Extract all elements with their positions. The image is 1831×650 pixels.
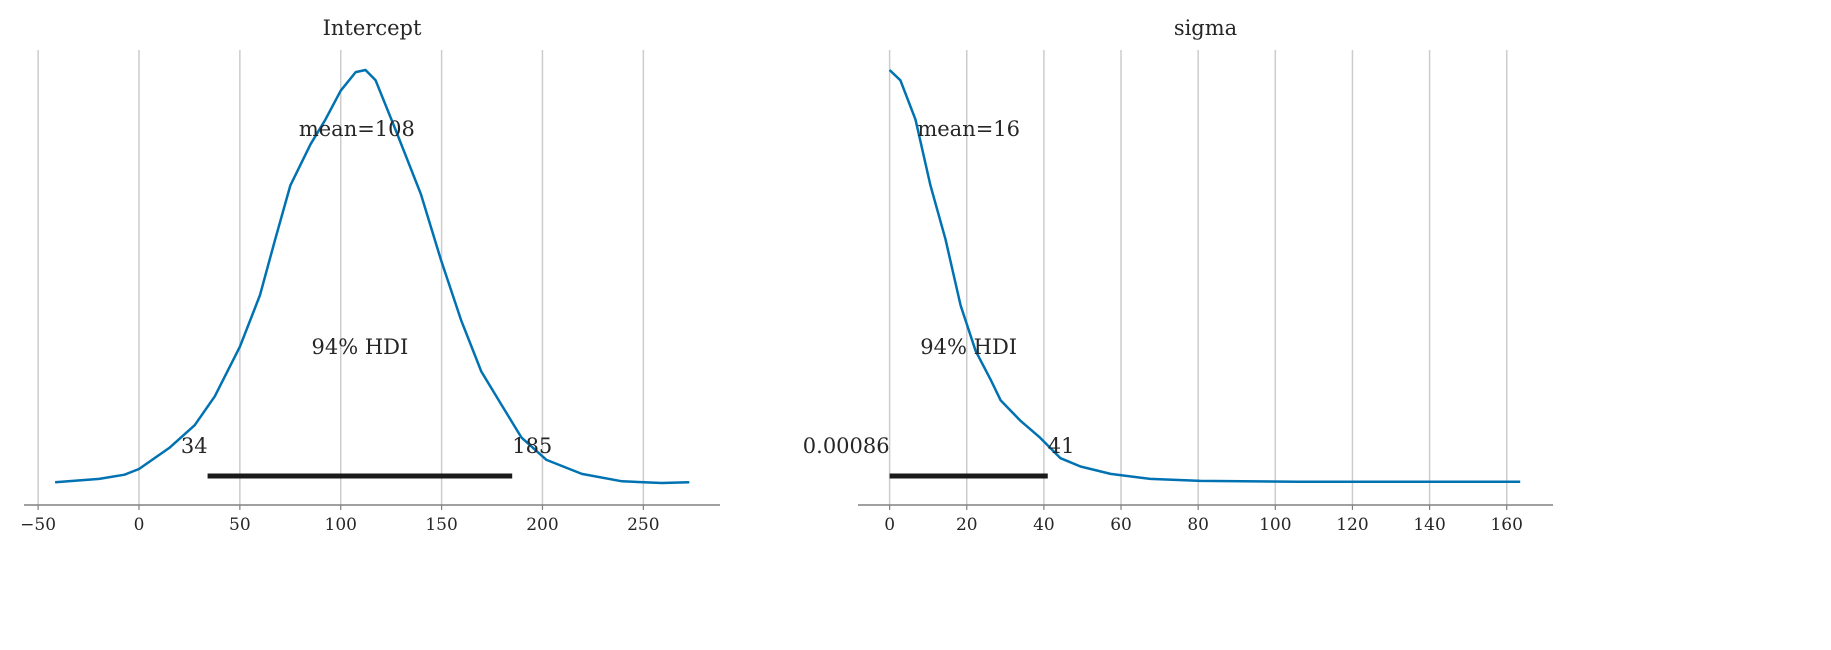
x-tick-label: 100 <box>1259 515 1291 535</box>
x-tick-label: 0 <box>134 515 145 535</box>
x-tick-label: 200 <box>526 515 558 535</box>
x-tick-label: 0 <box>884 515 895 535</box>
x-tick-label: −50 <box>20 515 56 535</box>
hdi-label: 94% HDI <box>920 335 1017 359</box>
x-tick-label: 120 <box>1336 515 1368 535</box>
x-tick-label: 160 <box>1490 515 1522 535</box>
density-curve <box>888 69 1521 484</box>
x-tick-label: 50 <box>229 515 251 535</box>
x-tick-label: 20 <box>956 515 978 535</box>
hdi-lower-label: 34 <box>181 434 208 458</box>
x-tick-label: 40 <box>1033 515 1055 535</box>
hdi-label: 94% HDI <box>311 335 408 359</box>
panel-title: sigma <box>1174 16 1237 40</box>
density-curve <box>55 68 690 485</box>
x-tick-label: 100 <box>325 515 357 535</box>
hdi-upper-label: 41 <box>1048 434 1075 458</box>
hdi-lower-label: 0.00086 <box>803 434 890 458</box>
mean-label: mean=108 <box>299 117 415 141</box>
x-tick-label: 80 <box>1187 515 1209 535</box>
x-tick-label: 60 <box>1110 515 1132 535</box>
panel-title: Intercept <box>323 16 422 40</box>
hdi-upper-label: 185 <box>512 434 552 458</box>
mean-label: mean=16 <box>917 117 1020 141</box>
x-tick-label: 140 <box>1413 515 1445 535</box>
x-tick-label: 150 <box>425 515 457 535</box>
x-tick-label: 250 <box>627 515 659 535</box>
